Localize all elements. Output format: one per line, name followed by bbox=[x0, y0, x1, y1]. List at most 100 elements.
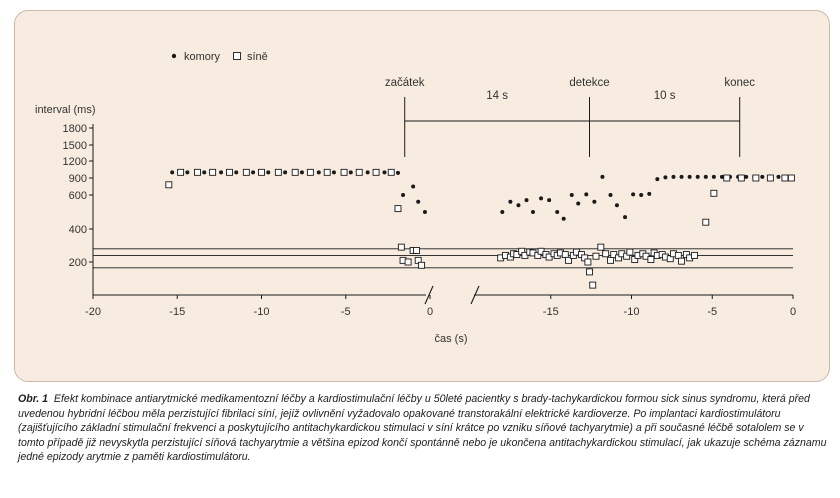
ventricle-interval-point bbox=[185, 170, 190, 175]
ventricle-interval-point bbox=[679, 174, 684, 179]
ventricle-interval-point bbox=[584, 192, 589, 197]
ventricle-interval-point bbox=[411, 184, 416, 189]
atrium-interval-point bbox=[306, 168, 314, 176]
legend-atrium-square-symbol bbox=[233, 52, 241, 60]
legend-ventricle-dot-symbol bbox=[171, 53, 177, 59]
caption-label: Obr. 1 bbox=[18, 393, 49, 405]
atrium-interval-point bbox=[226, 168, 233, 176]
atrium-interval-point bbox=[418, 261, 426, 269]
ventricle-interval-point bbox=[655, 177, 660, 182]
atrium-interval-point bbox=[340, 168, 348, 176]
caption-text: Efekt kombinace antiarytmické medikament… bbox=[18, 393, 827, 464]
ventricle-interval-point bbox=[234, 170, 239, 175]
x-tick-left-label: -5 bbox=[341, 306, 351, 318]
atrium-interval-point bbox=[561, 251, 569, 259]
atrium-interval-point bbox=[607, 256, 614, 264]
chart-legend: komory síně bbox=[171, 51, 268, 63]
atrium-interval-point bbox=[626, 248, 634, 256]
atrium-interval-point bbox=[565, 256, 572, 264]
y-tick-label: 400 bbox=[69, 224, 87, 236]
atrium-interval-point bbox=[394, 205, 402, 213]
ventricle-interval-point bbox=[695, 174, 700, 179]
ventricle-interval-point bbox=[719, 174, 724, 179]
y-tick-label: 1800 bbox=[63, 123, 87, 135]
event-marker-label: začátek bbox=[385, 77, 425, 89]
atrium-interval-point bbox=[404, 258, 412, 266]
atrium-interval-point bbox=[674, 251, 682, 259]
ventricle-interval-point bbox=[219, 170, 224, 175]
ventricle-interval-point bbox=[395, 170, 400, 175]
ventricle-interval-point bbox=[524, 198, 529, 203]
atrium-interval-point bbox=[165, 181, 173, 189]
atrium-interval-point bbox=[291, 168, 299, 176]
atrium-interval-point bbox=[413, 246, 420, 254]
x-tick-left-label: 0 bbox=[427, 306, 433, 318]
y-tick-label: 1200 bbox=[63, 156, 87, 168]
event-markers: začátek detekce konec 14 s 10 s bbox=[385, 77, 755, 157]
atrium-interval-point bbox=[177, 168, 185, 176]
atrium-interval-point bbox=[397, 243, 405, 251]
ventricle-interval-point bbox=[671, 174, 676, 179]
ventricle-interval-point bbox=[365, 170, 370, 175]
ventricle-interval-point bbox=[555, 210, 560, 214]
x-tick-right-label: -15 bbox=[543, 306, 559, 318]
y-axis-title: interval (ms) bbox=[35, 104, 96, 116]
ventricle-interval-point bbox=[422, 210, 427, 214]
y-tick-label: 900 bbox=[69, 173, 87, 185]
interval-duration-label: 14 s bbox=[486, 90, 508, 102]
atrium-interval-point bbox=[597, 243, 605, 251]
chart-panel bbox=[14, 10, 830, 382]
atrium-interval-point bbox=[194, 168, 201, 176]
interval-chart: komory síně začátek detekce konec 14 s 10 s 2… bbox=[35, 51, 796, 345]
atrium-interval-point bbox=[323, 168, 331, 176]
ventricle-interval-point bbox=[500, 210, 505, 214]
ventricle-interval-point bbox=[576, 201, 581, 206]
x-axis-title: čas (s) bbox=[435, 333, 468, 345]
ventricle-interval-point bbox=[266, 170, 271, 175]
ventricle-interval-point bbox=[416, 199, 421, 204]
x-tick-left-label: -20 bbox=[85, 306, 101, 318]
x-tick-right-label: 0 bbox=[790, 306, 796, 318]
atrium-interval-point bbox=[584, 258, 592, 266]
ventricle-interval-point bbox=[530, 210, 535, 214]
ventricle-interval-point bbox=[251, 170, 256, 175]
atrium-interval-point bbox=[209, 168, 217, 176]
axis-break-left-mark bbox=[424, 285, 434, 305]
atrium-interval-point bbox=[602, 250, 610, 258]
atrium-interval-point bbox=[592, 252, 600, 260]
atrium-interval-point bbox=[258, 168, 265, 176]
ventricle-interval-point bbox=[331, 170, 336, 175]
ventricle-interval-point bbox=[744, 174, 749, 179]
ventricle-interval-point bbox=[592, 199, 597, 204]
atrium-interval-point bbox=[752, 174, 760, 182]
atrium-interval-point bbox=[737, 174, 745, 182]
atrium-interval-point bbox=[787, 174, 795, 182]
event-marker-label: konec bbox=[724, 77, 755, 89]
event-marker-label: detekce bbox=[569, 77, 609, 89]
ventricle-interval-point bbox=[663, 175, 668, 180]
figure-caption: Obr. 1 Efekt kombinace antiarytmické med… bbox=[18, 392, 830, 465]
ventricle-interval-point bbox=[639, 193, 644, 197]
legend-label: komory bbox=[184, 51, 221, 63]
ventricle-interval-point bbox=[348, 170, 353, 175]
atrium-interval-point bbox=[766, 174, 774, 182]
x-tick-right-label: -5 bbox=[707, 306, 717, 318]
ventricle-interval-point bbox=[539, 196, 544, 201]
atrium-interval-point bbox=[387, 168, 395, 176]
ventricle-interval-point bbox=[508, 199, 513, 204]
ventricle-interval-point bbox=[631, 192, 636, 197]
ventricle-interval-point bbox=[316, 170, 321, 175]
ventricle-interval-point bbox=[569, 193, 574, 197]
atrium-interval-point bbox=[647, 256, 655, 263]
ventricle-interval-point bbox=[561, 216, 566, 221]
data-points bbox=[165, 168, 795, 289]
legend-label: síně bbox=[247, 51, 268, 63]
interval-duration-label: 10 s bbox=[654, 90, 676, 102]
ventricle-interval-point bbox=[547, 198, 552, 203]
atrium-interval-point bbox=[586, 268, 593, 276]
atrium-interval-point bbox=[355, 168, 363, 176]
axis-break-right-mark bbox=[470, 285, 480, 305]
ventricle-interval-point bbox=[600, 174, 605, 179]
atrium-interval-point bbox=[723, 174, 731, 182]
x-tick-left-label: -10 bbox=[254, 306, 270, 318]
